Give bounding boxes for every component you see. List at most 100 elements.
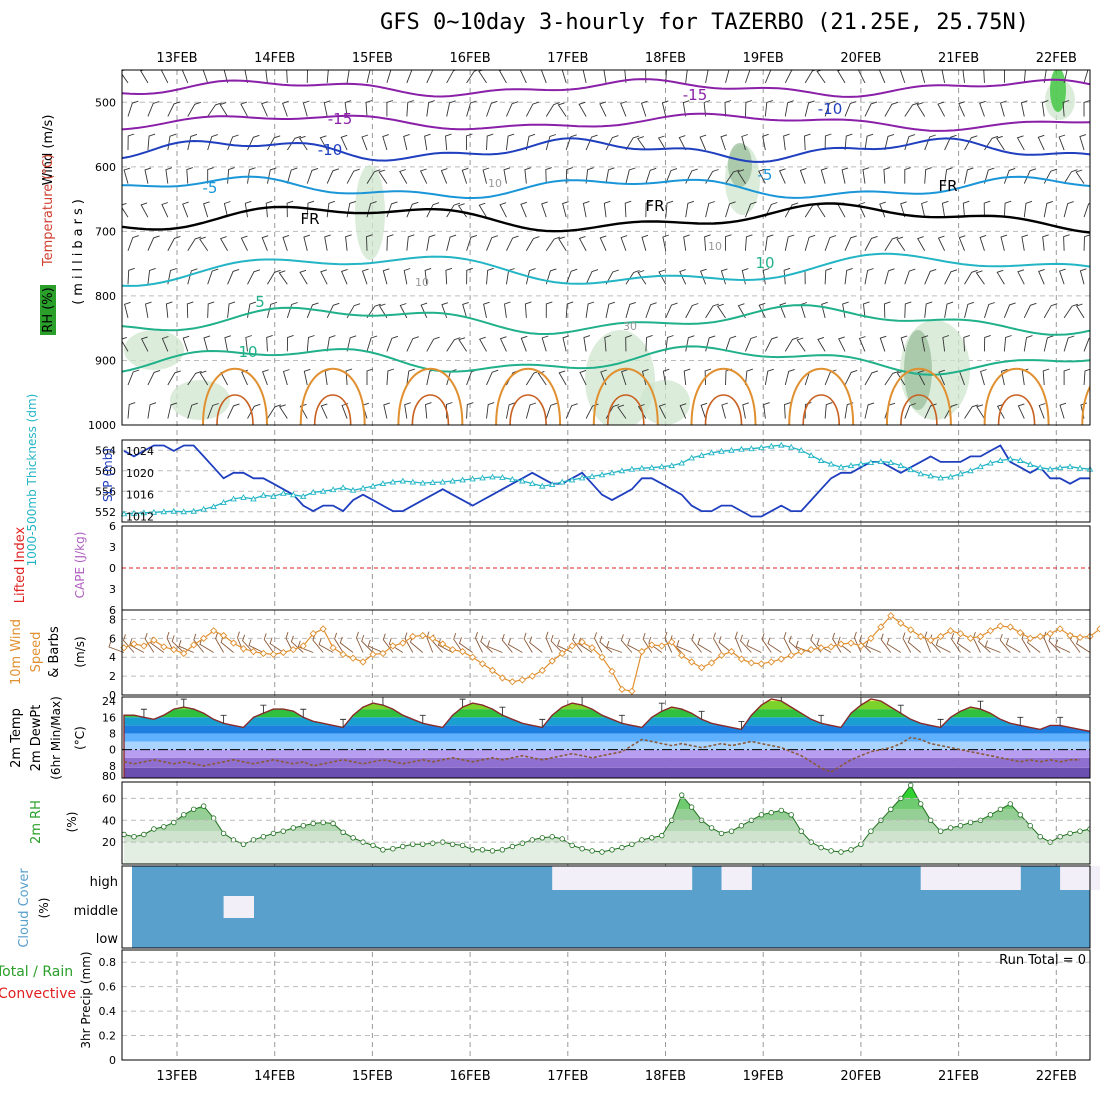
panel-frame-slp	[121, 439, 1091, 523]
wind-barb	[545, 402, 557, 419]
wind-barb	[403, 268, 411, 285]
wind-barb	[187, 133, 198, 151]
wind-barb	[223, 70, 229, 84]
wind-barb	[685, 303, 699, 319]
wind-speed-point	[697, 663, 706, 672]
wind-barb	[167, 370, 181, 386]
wind-barb	[599, 235, 607, 251]
wind-barb	[261, 101, 268, 117]
precip-tick: 0.8	[99, 956, 117, 969]
surface-wind-barb	[426, 631, 434, 653]
li-ylabel: Lifted Index CAPE (J/kg)	[13, 526, 87, 603]
wind-barb	[227, 134, 239, 151]
wind-barb	[921, 201, 928, 218]
rh-label-a: 2m RH	[29, 800, 44, 844]
surface-wind-barb	[1048, 634, 1061, 653]
isotherm-25	[607, 394, 645, 425]
wind-barb	[962, 200, 970, 218]
thickness-tick: 552	[95, 506, 116, 519]
thickness-tick: 556	[95, 485, 116, 498]
wind-barb	[741, 134, 748, 151]
thickness-point	[947, 473, 954, 480]
wind-barb	[816, 202, 826, 218]
wind-barb	[685, 200, 695, 218]
high-cloud-gap	[930, 866, 942, 890]
rh-point	[738, 823, 745, 829]
surface-wind-barb	[1055, 639, 1071, 653]
wind-barb	[964, 167, 974, 184]
rh-point	[430, 840, 436, 846]
wind-barb	[303, 368, 311, 386]
rh-point	[639, 837, 645, 843]
wind-barb	[227, 268, 240, 285]
thickness-point	[419, 479, 427, 486]
rh-band	[124, 831, 1090, 843]
surface-wind-barb	[487, 640, 503, 653]
wind-barb	[904, 102, 919, 117]
wind-barb	[962, 70, 965, 83]
wind-speed-point	[727, 647, 736, 656]
rh-label-b: (%)	[65, 812, 79, 833]
high-cloud-gap	[621, 866, 633, 890]
high-cloud-gap	[1080, 866, 1091, 890]
isotherm-20	[983, 367, 1050, 425]
temp-tick: 24	[102, 695, 116, 708]
wind-barb	[446, 70, 458, 84]
rh-point	[609, 847, 615, 853]
wind-barb	[240, 101, 248, 117]
surface-wind-barb	[859, 635, 872, 653]
wind-barb	[1063, 234, 1070, 251]
wind-speed-point	[229, 639, 238, 647]
wind-speed-point	[867, 634, 875, 642]
wind-speed-point	[797, 647, 805, 656]
surface-wind-barb	[594, 632, 603, 653]
wind-barb	[1062, 100, 1070, 117]
wind-barb	[841, 167, 849, 184]
wind-barb	[578, 101, 587, 117]
wind-barb	[917, 236, 926, 251]
slp-tick: 1012	[126, 511, 154, 524]
wind-barb	[199, 370, 209, 386]
wind-barb	[127, 235, 139, 251]
wind-speed-point	[339, 650, 347, 659]
rh-point	[340, 829, 346, 835]
thickness-point	[698, 451, 705, 458]
temp-label-a: 2m Temp	[9, 708, 24, 768]
high-cloud-gap	[920, 866, 932, 890]
temp-minmax	[897, 704, 904, 714]
wind-barb	[1003, 70, 1006, 83]
wind-barb	[361, 268, 369, 285]
thickness-point	[309, 488, 317, 495]
surface-wind-barb	[1076, 637, 1091, 653]
wind-barb	[127, 402, 136, 419]
wind-barb	[306, 167, 319, 184]
wind-label-c: & Barbs	[47, 626, 62, 678]
thickness-point	[170, 507, 178, 514]
high-cloud-gap	[681, 866, 693, 890]
wind-tick: 8	[109, 613, 116, 626]
thickness-point	[270, 492, 277, 499]
contour-label: 30	[623, 320, 637, 333]
wind-barb	[685, 335, 695, 352]
wind-barb	[167, 101, 181, 117]
surface-wind-barb	[404, 632, 414, 653]
wind-speed-point	[1046, 629, 1054, 638]
rh-point	[1017, 812, 1023, 818]
wind-barb	[904, 134, 916, 151]
wind-barb	[603, 200, 611, 218]
wind-speed-point	[458, 647, 467, 656]
wind-speed-point	[219, 631, 228, 640]
wind-barb	[683, 368, 691, 386]
wind-barb	[879, 335, 887, 352]
wind-barb	[764, 368, 774, 386]
isotherm-25	[704, 394, 743, 425]
wind-speed-line	[123, 614, 1100, 692]
wind-barb	[620, 235, 628, 251]
wind-barb	[745, 70, 751, 84]
rh-point	[1027, 823, 1033, 829]
wind-barb	[605, 269, 619, 285]
wind-barb	[1075, 303, 1085, 319]
wind-barb	[844, 369, 858, 386]
wind-barb	[964, 135, 978, 151]
wind-barb	[883, 301, 891, 318]
